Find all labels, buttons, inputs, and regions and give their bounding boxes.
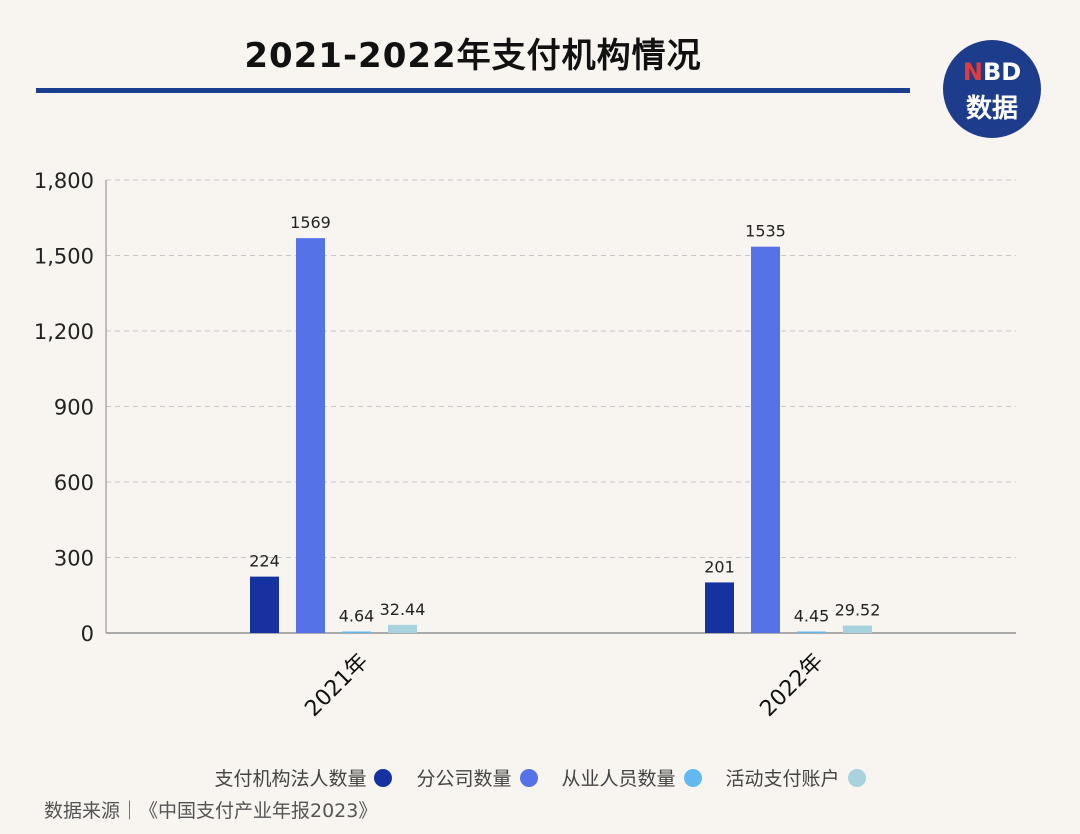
data-source: 数据来源｜《中国支付产业年报2023》 <box>44 800 378 822</box>
bar <box>843 625 872 633</box>
data-label: 224 <box>249 552 280 571</box>
legend-item: 活动支付账户 <box>726 764 866 791</box>
bars <box>250 238 872 634</box>
data-label: 1569 <box>290 213 331 232</box>
x-tick-label: 2021年 <box>300 649 373 722</box>
bar <box>342 631 371 633</box>
data-labels: 224 1569 4.64 32.44 201 1535 4.45 29.52 <box>249 213 880 625</box>
data-label: 32.44 <box>380 600 426 619</box>
y-tick-label: 600 <box>54 471 94 495</box>
legend-label: 支付机构法人数量 <box>214 768 367 790</box>
legend-label: 分公司数量 <box>416 768 512 790</box>
legend-label: 从业人员数量 <box>561 768 676 790</box>
axes: 0 300 600 900 1,200 1,500 1,800 2021年 2022年 <box>34 169 1016 722</box>
logo-text-top: NBD <box>962 58 1022 86</box>
bar <box>296 238 325 633</box>
y-tick-label: 1,500 <box>34 245 94 269</box>
legend-item: 从业人员数量 <box>562 764 702 791</box>
y-tick-label: 900 <box>54 396 94 420</box>
legend-swatch <box>683 768 702 787</box>
legend-swatch <box>519 768 538 787</box>
data-label: 29.52 <box>835 601 881 620</box>
data-label: 1535 <box>745 222 786 241</box>
bar-chart: 0 300 600 900 1,200 1,500 1,800 2021年 2022年 224 1… <box>34 169 1016 722</box>
chart-title: 2021-2022年支付机构情况 <box>244 36 702 76</box>
legend-swatch <box>847 768 866 787</box>
legend-label: 活动支付账户 <box>725 768 840 790</box>
legend: 支付机构法人数量 分公司数量 从业人员数量 活动支付账户 <box>0 764 1080 791</box>
data-label: 4.45 <box>794 607 830 626</box>
y-tick-label: 300 <box>54 547 94 571</box>
legend-item: 支付机构法人数量 <box>214 764 393 791</box>
y-tick-label: 1,800 <box>34 169 94 193</box>
bar <box>705 582 734 633</box>
nbd-logo: NBD 数据 <box>943 40 1041 138</box>
bar <box>751 246 780 634</box>
bar <box>388 624 417 633</box>
legend-item: 分公司数量 <box>416 764 538 791</box>
y-tick-label: 0 <box>81 622 94 646</box>
x-tick-label: 2022年 <box>755 649 828 722</box>
bar <box>250 576 279 633</box>
y-tick-label: 1,200 <box>34 320 94 344</box>
data-label: 201 <box>704 557 735 576</box>
legend-swatch <box>374 768 393 787</box>
data-label: 4.64 <box>339 607 375 626</box>
bar <box>797 631 826 633</box>
grid-lines <box>106 179 1016 558</box>
logo-text-bottom: 数据 <box>965 94 1018 124</box>
title-underline <box>36 88 910 93</box>
